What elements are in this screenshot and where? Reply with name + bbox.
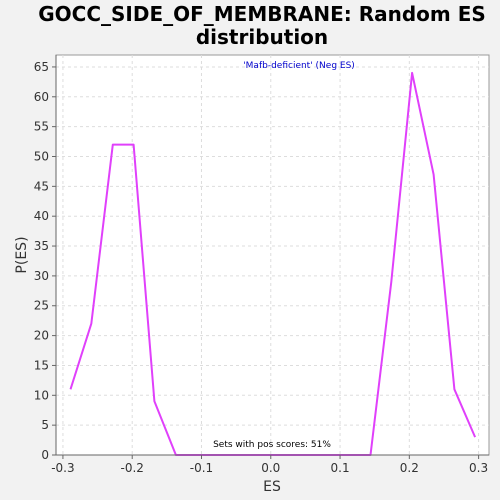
x-gridlines — [62, 55, 480, 455]
plot-area — [55, 54, 490, 456]
y-axis-label: P(ES) — [14, 236, 30, 273]
x-tick-label: -0.3 — [51, 461, 74, 475]
x-tick-label: 0.2 — [400, 461, 419, 475]
y-tick-label: 50 — [34, 149, 49, 163]
x-axis-ticks: -0.3 -0.2 -0.1 0.0 0.1 0.2 0.3 — [51, 455, 488, 475]
y-tick-label: 30 — [34, 269, 49, 283]
y-tick-label: 20 — [34, 329, 49, 343]
pos-scores-annotation: Sets with pos scores: 51% — [213, 440, 331, 450]
y-tick-label: 65 — [34, 60, 49, 74]
y-tick-label: 60 — [34, 90, 49, 104]
y-tick-label: 5 — [41, 418, 49, 432]
y-tick-label: 10 — [34, 388, 49, 402]
x-tick-label: 0.0 — [261, 461, 280, 475]
chart-title-line-2: distribution — [196, 25, 328, 49]
x-axis-label: ES — [263, 479, 281, 495]
chart-title-line-1: GOCC_SIDE_OF_MEMBRANE: Random ES — [38, 2, 486, 26]
x-tick-label: 0.1 — [331, 461, 350, 475]
y-tick-label: 15 — [34, 358, 49, 372]
y-tick-label: 35 — [34, 239, 49, 253]
x-tick-label: -0.2 — [120, 461, 143, 475]
y-tick-label: 45 — [34, 179, 49, 193]
y-tick-label: 0 — [41, 448, 49, 462]
y-tick-label: 40 — [34, 209, 49, 223]
y-tick-label: 25 — [34, 299, 49, 313]
x-tick-label: 0.3 — [469, 461, 488, 475]
y-axis-ticks: 0 5 10 15 20 25 30 35 40 45 50 55 60 65 — [34, 60, 56, 462]
chart-subtitle: 'Mafb-deficient' (Neg ES) — [243, 61, 355, 71]
x-tick-label: -0.1 — [190, 461, 213, 475]
y-tick-label: 55 — [34, 120, 49, 134]
